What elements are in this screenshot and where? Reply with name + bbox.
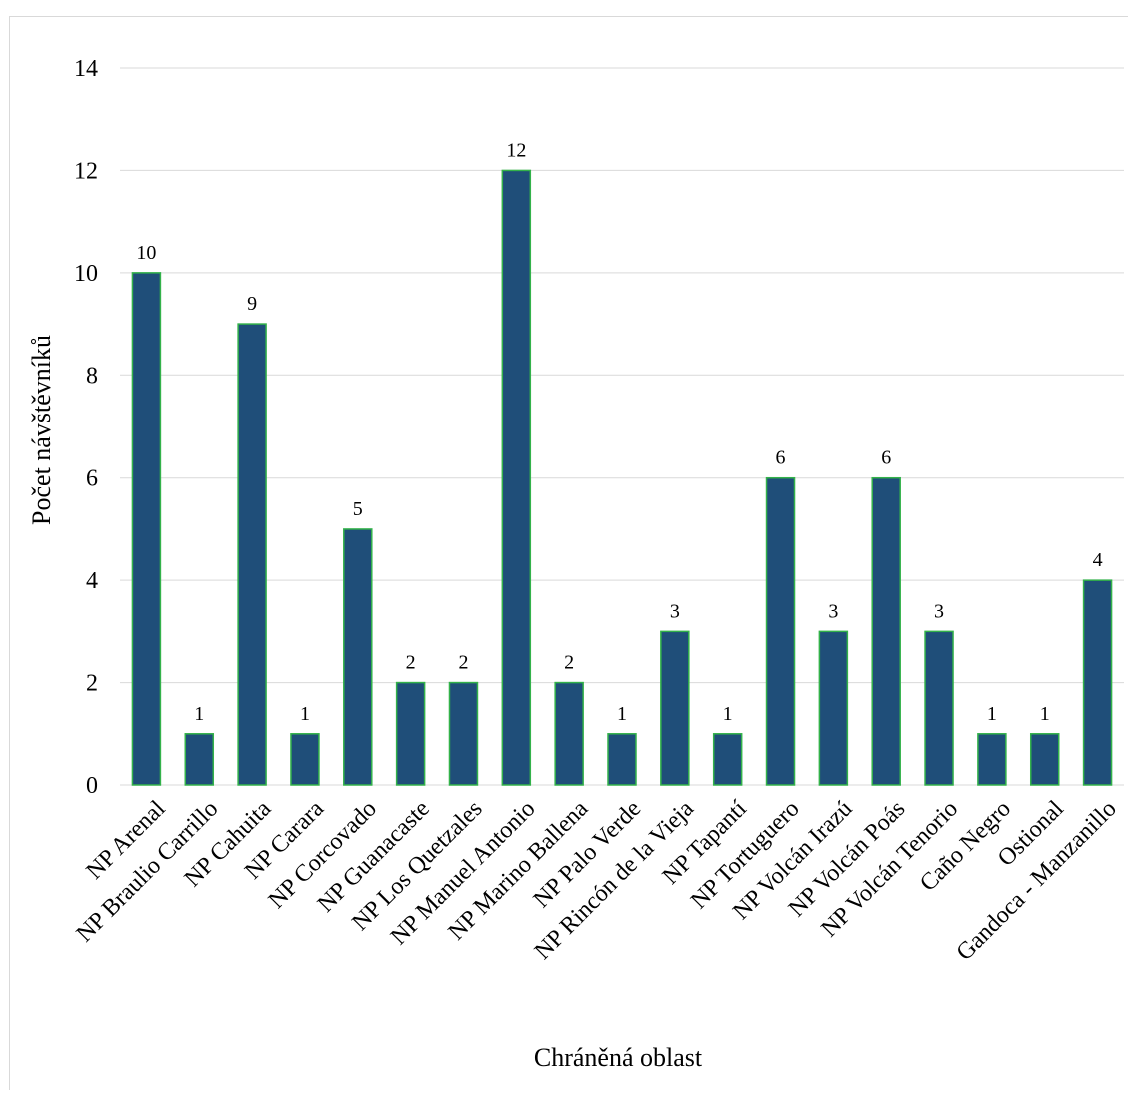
bars [131, 169, 1113, 786]
bar [607, 733, 637, 786]
data-label: 2 [564, 652, 574, 674]
bar [343, 528, 373, 786]
data-label: 1 [617, 703, 627, 725]
data-label: 1 [987, 703, 997, 725]
bar [1029, 733, 1060, 786]
data-label: 2 [406, 652, 416, 674]
bar [448, 681, 479, 786]
y-tick-label: 12 [74, 158, 98, 184]
y-tick-label: 14 [74, 56, 98, 82]
bar [395, 681, 426, 786]
y-tick-label: 4 [86, 568, 98, 594]
bar [660, 630, 690, 786]
data-label: 1 [723, 703, 733, 725]
data-label: 9 [247, 293, 257, 315]
bar [554, 681, 584, 786]
bar [501, 169, 532, 786]
data-label: 3 [934, 600, 944, 622]
y-axis-ticks: 0 2 4 6 8 10 12 14 [74, 56, 98, 799]
bar [924, 630, 954, 786]
data-label: 6 [881, 447, 891, 469]
chart-frame [9, 16, 1128, 1090]
bar [712, 733, 743, 786]
data-label: 10 [136, 242, 156, 264]
bar [871, 476, 901, 786]
y-tick-label: 8 [86, 363, 98, 389]
data-label: 3 [828, 600, 838, 622]
data-label: 2 [458, 652, 468, 674]
data-label: 1 [300, 703, 310, 725]
y-tick-label: 10 [74, 261, 98, 287]
bar [1082, 579, 1113, 786]
x-axis-title: Chráněná oblast [534, 1043, 703, 1072]
bar [818, 630, 849, 786]
y-axis-title: Počet návštěvníků [27, 335, 56, 525]
bar [765, 476, 796, 786]
bar [237, 323, 267, 786]
data-label: 5 [353, 498, 363, 520]
bar [977, 733, 1007, 786]
data-label: 4 [1093, 549, 1103, 571]
gridlines [120, 67, 1124, 786]
data-label: 3 [670, 600, 680, 622]
y-tick-label: 6 [86, 466, 98, 492]
bar [290, 733, 320, 786]
y-tick-label: 0 [86, 773, 98, 799]
data-label: 1 [194, 703, 204, 725]
bar [131, 272, 162, 786]
bar [184, 733, 215, 786]
data-label: 1 [1040, 703, 1050, 725]
y-tick-label: 2 [86, 671, 98, 697]
data-label: 12 [506, 139, 526, 161]
data-label: 6 [776, 447, 786, 469]
